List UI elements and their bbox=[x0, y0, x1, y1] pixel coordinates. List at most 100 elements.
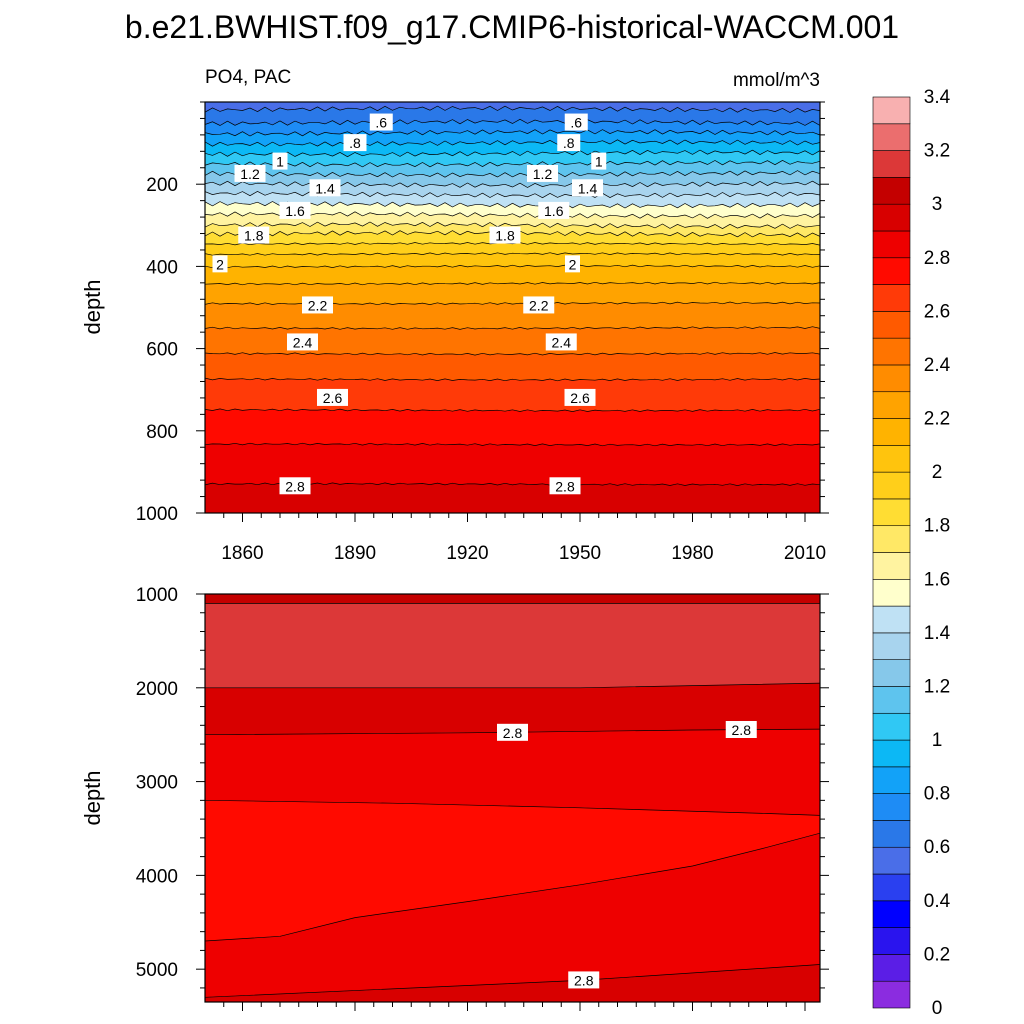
upper-contour-label: 1.6 bbox=[538, 201, 570, 219]
colorbar-swatch bbox=[872, 418, 911, 446]
lower-panel: 2.8 2.8 2.8 1000 2000 3000 4000 5000 bbox=[136, 585, 829, 1011]
colorbar-swatch bbox=[872, 123, 911, 151]
upper-contour-band bbox=[205, 282, 820, 305]
svg-text:2.2: 2.2 bbox=[529, 297, 549, 313]
lower-contour-label: 2.8 bbox=[568, 971, 600, 989]
lower-y-tick-label: 2000 bbox=[136, 679, 178, 700]
svg-text:1: 1 bbox=[595, 154, 603, 170]
upper-contour-band bbox=[205, 181, 820, 198]
colorbar-tick-label: 2.4 bbox=[924, 355, 951, 376]
lower-contour-band bbox=[205, 729, 820, 816]
colorbar-swatch bbox=[872, 203, 911, 232]
upper-contour-band bbox=[205, 443, 820, 486]
svg-text:2.8: 2.8 bbox=[732, 722, 752, 738]
upper-contour-line bbox=[205, 377, 820, 382]
svg-text:2.8: 2.8 bbox=[555, 478, 575, 494]
upper-y-tick-label: 800 bbox=[146, 422, 178, 443]
lower-plot-area: 2.8 2.8 2.8 bbox=[205, 594, 820, 1002]
upper-contour-band bbox=[205, 102, 820, 113]
svg-text:1: 1 bbox=[276, 154, 284, 170]
upper-y-tick-label: 600 bbox=[146, 340, 178, 361]
colorbar-swatch bbox=[872, 954, 911, 982]
colorbar-swatch bbox=[872, 364, 911, 393]
colorbar-swatch bbox=[872, 659, 911, 687]
upper-contour-label: 1.6 bbox=[279, 201, 311, 219]
upper-x-tick-label: 1980 bbox=[671, 543, 713, 564]
upper-contour-line bbox=[205, 352, 820, 356]
upper-contour-label: .8 bbox=[557, 134, 581, 152]
upper-contour-label: 1 bbox=[591, 152, 607, 170]
upper-x-tick-label: 2010 bbox=[784, 543, 826, 564]
svg-text:2.4: 2.4 bbox=[293, 334, 313, 350]
colorbar-swatch bbox=[872, 766, 911, 794]
upper-y-tick-label: 1000 bbox=[136, 504, 178, 525]
svg-text:1.8: 1.8 bbox=[495, 228, 515, 244]
lower-contour-band bbox=[205, 603, 820, 688]
upper-contour-label: 1.4 bbox=[309, 179, 341, 197]
colorbar: 0 0.2 0.4 0.6 0.8 1 1.2 1.4 1.6 1.8 2 2.2 2.4 2.6 2.8 3… bbox=[872, 87, 951, 1019]
colorbar-swatch bbox=[872, 498, 911, 527]
upper-contour-line bbox=[205, 118, 820, 126]
upper-contour-label: 1.2 bbox=[527, 164, 558, 182]
colorbar-tick-label: 1.6 bbox=[924, 569, 950, 590]
colorbar-swatch bbox=[872, 846, 911, 875]
lower-plot-frame bbox=[204, 593, 821, 1003]
lower-contour-line bbox=[205, 682, 820, 689]
svg-text:1.6: 1.6 bbox=[285, 203, 305, 219]
colorbar-swatch bbox=[872, 471, 911, 500]
colorbar-tick-label: 2 bbox=[932, 462, 943, 483]
upper-contour-band bbox=[205, 408, 820, 446]
colorbar-swatch bbox=[872, 793, 911, 821]
upper-contour-line bbox=[205, 180, 820, 188]
upper-contour-label: 2.6 bbox=[317, 388, 348, 406]
colorbar-tick-label: 2.2 bbox=[924, 409, 950, 430]
upper-contour-line bbox=[205, 149, 820, 158]
colorbar-swatch bbox=[872, 632, 911, 660]
colorbar-tick-label: 0.8 bbox=[924, 784, 950, 805]
svg-text:2: 2 bbox=[569, 256, 577, 272]
svg-text:1.2: 1.2 bbox=[533, 166, 553, 182]
svg-text:1.4: 1.4 bbox=[315, 180, 335, 196]
svg-text:2.6: 2.6 bbox=[570, 390, 590, 406]
lower-contour-label: 2.8 bbox=[725, 721, 757, 738]
svg-text:2.2: 2.2 bbox=[308, 297, 328, 313]
lower-y-tick-label: 5000 bbox=[136, 960, 178, 981]
lower-y-tick-label: 4000 bbox=[136, 866, 178, 887]
upper-contour-band bbox=[205, 160, 820, 178]
lower-y-axis-label: depth bbox=[80, 770, 105, 825]
svg-text:.8: .8 bbox=[563, 135, 575, 151]
colorbar-swatch bbox=[872, 525, 911, 553]
upper-contour-label: 2.4 bbox=[287, 333, 318, 351]
chart-title: b.e21.BWHIST.f09_g17.CMIP6-historical-WA… bbox=[125, 9, 899, 45]
colorbar-swatch bbox=[872, 284, 911, 312]
upper-contour-band bbox=[205, 170, 820, 188]
upper-contour-line bbox=[205, 408, 820, 412]
svg-text:1.8: 1.8 bbox=[244, 228, 264, 244]
lower-contour-line bbox=[205, 832, 820, 942]
lower-y-tick-label: 3000 bbox=[136, 773, 178, 794]
upper-contour-band bbox=[205, 326, 820, 356]
upper-contour-band bbox=[205, 252, 820, 268]
svg-text:1.6: 1.6 bbox=[544, 203, 564, 219]
svg-text:2: 2 bbox=[216, 256, 224, 272]
upper-contour-label: 2.4 bbox=[545, 333, 577, 351]
svg-text:2.8: 2.8 bbox=[285, 478, 305, 494]
svg-text:.6: .6 bbox=[375, 115, 387, 131]
colorbar-swatch bbox=[872, 739, 911, 768]
colorbar-tick-label: 2.6 bbox=[924, 301, 950, 322]
upper-contour-line bbox=[205, 264, 820, 269]
upper-x-tick-label: 1860 bbox=[221, 543, 263, 564]
upper-contour-label: .6 bbox=[369, 113, 393, 131]
colorbar-swatch bbox=[872, 900, 911, 928]
colorbar-swatch bbox=[872, 391, 911, 419]
upper-contour-label: 2.2 bbox=[523, 296, 555, 314]
colorbar-swatch bbox=[872, 150, 911, 178]
colorbar-swatch bbox=[872, 820, 911, 848]
colorbar-tick-label: 0.4 bbox=[924, 891, 951, 912]
upper-plot-frame bbox=[204, 101, 821, 514]
colorbar-tick-label: 1 bbox=[932, 730, 943, 751]
svg-text:2.8: 2.8 bbox=[574, 972, 594, 988]
upper-contour-line bbox=[205, 281, 820, 286]
lower-contour-label: 2.8 bbox=[497, 723, 528, 741]
